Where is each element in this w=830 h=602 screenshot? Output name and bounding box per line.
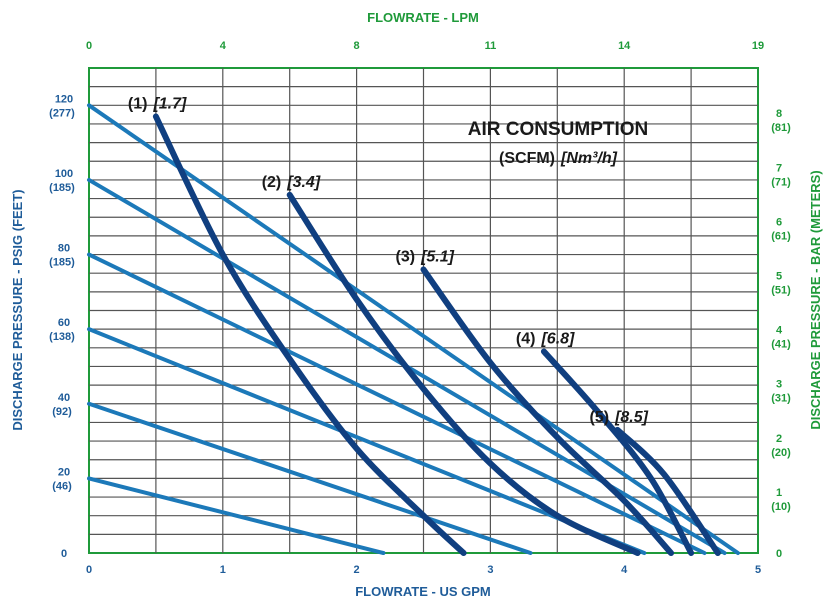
x-top-tick-label: 11 — [485, 40, 497, 52]
y-left-tick-label: 40 — [58, 392, 70, 404]
pressure-line — [87, 476, 386, 555]
curve-label-number: (4) — [516, 331, 536, 348]
curve-label-number: (1) — [128, 96, 148, 113]
y-right-tick-label: 6 — [776, 216, 782, 228]
y-left-tick-sublabel: (277) — [49, 107, 75, 119]
air-curve — [286, 191, 641, 556]
curve-label-metric: [5.1] — [420, 248, 455, 265]
pressure-line — [87, 252, 707, 555]
y-left-axis-title: DISCHARGE PRESSURE - PSIG (FEET) — [10, 189, 25, 430]
x-top-tick-label: 14 — [618, 40, 631, 52]
curve-label-number: (3) — [396, 248, 416, 265]
x-top-tick-label: 0 — [86, 40, 92, 52]
curve-labels: (1) [1.7] (2) [3.4] (3) [5.1] (4) [6.8] (5) [8.5] — [128, 96, 649, 426]
curve-label-number: (5) — [590, 409, 610, 426]
curve-label: (4) [6.8] — [516, 331, 575, 348]
air-consumption-curves — [152, 113, 721, 556]
y-right-tick-sublabel: (10) — [771, 501, 791, 513]
x-bottom-tick-label: 2 — [354, 564, 360, 576]
curve-label-number: (2) — [262, 174, 282, 191]
y-left-tick-label: 80 — [58, 243, 70, 255]
x-bottom-tick-label: 5 — [755, 564, 761, 576]
y-left-tick-label: 100 — [55, 168, 73, 180]
y-left-tick-label: 0 — [61, 548, 67, 560]
curve-label-metric: [8.5] — [614, 409, 649, 426]
x-top-tick-label: 8 — [354, 40, 360, 52]
y-right-tick-sublabel: (71) — [771, 176, 791, 188]
air-curve — [152, 113, 467, 556]
subtitle-unit: [Nm³/h] — [560, 150, 618, 167]
pressure-line — [87, 401, 533, 555]
y-left-tick-label: 120 — [55, 93, 73, 105]
x-top-tick-label: 19 — [752, 40, 764, 52]
air-curve — [420, 266, 675, 556]
curve-label-metric: [3.4] — [286, 174, 321, 191]
y-right-tick-sublabel: (81) — [771, 122, 791, 134]
air-curve — [614, 426, 721, 556]
x-top-axis-title: FLOWRATE - LPM — [367, 10, 479, 25]
subtitle-prefix: (SCFM) — [499, 150, 555, 167]
y-right-tick-label: 2 — [776, 433, 782, 445]
tick-labels: 0 1 2 3 4 50 4 8 11 14 19020(46)40(92)60(138)80(18… — [49, 40, 791, 576]
curve-label: (1) [1.7] — [128, 96, 187, 113]
air-curve — [540, 348, 695, 556]
curve-label: (2) [3.4] — [262, 174, 321, 191]
curve-label-metric: [6.8] — [540, 331, 575, 348]
y-left-tick-label: 20 — [58, 466, 70, 478]
y-right-tick-sublabel: (31) — [771, 393, 791, 405]
y-right-tick-label: 0 — [776, 548, 782, 560]
y-right-tick-sublabel: (41) — [771, 339, 791, 351]
y-right-tick-sublabel: (61) — [771, 230, 791, 242]
x-top-tick-label: 4 — [220, 40, 227, 52]
y-left-tick-sublabel: (185) — [49, 182, 75, 194]
y-left-tick-sublabel: (138) — [49, 331, 75, 343]
y-right-axis-title: DISCHARGE PRESSURE - BAR (METERS) — [808, 170, 823, 429]
curve-label: (3) [5.1] — [396, 248, 455, 265]
y-right-tick-label: 3 — [776, 379, 782, 391]
y-right-tick-label: 5 — [776, 271, 782, 283]
grid — [89, 68, 758, 553]
x-bottom-tick-label: 3 — [487, 564, 493, 576]
x-bottom-tick-label: 0 — [86, 564, 92, 576]
y-right-tick-sublabel: (20) — [771, 447, 791, 459]
chart-title: AIR CONSUMPTION — [468, 119, 649, 140]
curve-label: (5) [8.5] — [590, 409, 649, 426]
y-right-tick-label: 8 — [776, 108, 782, 120]
y-left-tick-sublabel: (92) — [52, 406, 72, 418]
curve-label-metric: [1.7] — [152, 96, 187, 113]
chart-subtitle: (SCFM) [Nm³/h] — [499, 150, 618, 167]
x-bottom-tick-label: 1 — [220, 564, 226, 576]
pressure-line — [87, 103, 740, 555]
y-left-tick-sublabel: (46) — [52, 480, 72, 492]
y-right-tick-sublabel: (51) — [771, 285, 791, 297]
x-bottom-tick-label: 4 — [621, 564, 628, 576]
y-left-tick-sublabel: (185) — [49, 257, 75, 269]
y-right-tick-label: 1 — [776, 487, 782, 499]
x-bottom-axis-title: FLOWRATE - US GPM — [355, 584, 491, 599]
y-left-tick-label: 60 — [58, 317, 70, 329]
y-right-tick-label: 7 — [776, 162, 782, 174]
y-right-tick-label: 4 — [776, 325, 783, 337]
